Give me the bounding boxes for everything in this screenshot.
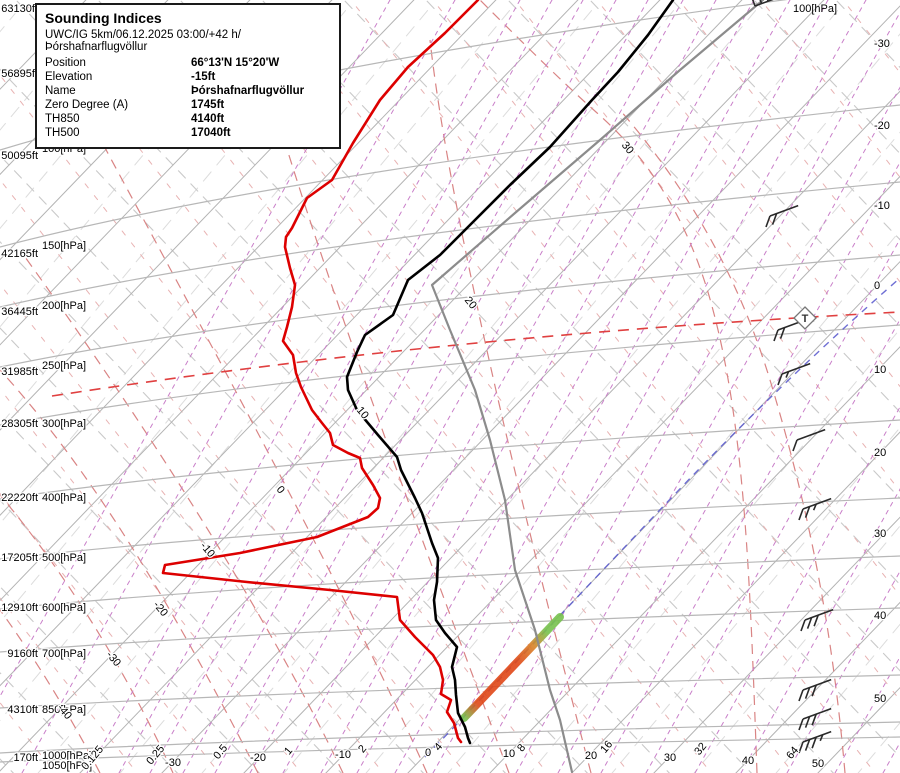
- altitude-label: 36445ft: [1, 306, 38, 318]
- isotherm-label-bottom: 0: [425, 747, 431, 759]
- altitude-label: 63130ft: [1, 3, 38, 15]
- isotherm-label-bottom: -10: [335, 749, 351, 761]
- altitude-label: 28305ft: [1, 418, 38, 430]
- altitude-label: 170ft: [14, 752, 38, 764]
- pressure-label: 150[hPa]: [42, 240, 86, 252]
- mixing-ratio-label: 32: [692, 741, 709, 758]
- isotherm-label-right: 10: [874, 364, 886, 376]
- table-row: TH500 17040ft: [45, 126, 331, 140]
- altitude-label: 42165ft: [1, 248, 38, 260]
- pressure-label: 500[hPa]: [42, 552, 86, 564]
- isotherm-label-bottom: 50: [812, 758, 824, 770]
- moist-adiabat-label: 0: [274, 484, 287, 496]
- tropopause-marker: T: [793, 306, 817, 330]
- row-value: 66°13'N 15°20'W: [191, 57, 280, 69]
- pressure-label: 1000[hPa]: [42, 750, 92, 762]
- box-title: Sounding Indices: [45, 10, 162, 26]
- isotherm-label-right: 40: [874, 610, 886, 622]
- altitude-label: 56895ft: [1, 68, 38, 80]
- moist-adiabat-label: 30: [619, 140, 636, 157]
- pressure-label: 600[hPa]: [42, 602, 86, 614]
- row-value: 4140ft: [191, 113, 225, 125]
- row-value: Þórshafnarflugvöllur: [191, 85, 305, 97]
- pressure-label: 200[hPa]: [42, 300, 86, 312]
- mixing-ratio-label: 8: [515, 742, 528, 754]
- row-label: Name: [45, 85, 76, 97]
- temperature-curve: [345, 0, 675, 745]
- wind-barb: [765, 204, 799, 228]
- row-label: Elevation: [45, 71, 93, 83]
- altitude-label: 22220ft: [1, 492, 38, 504]
- altitude-label: 17205ft: [1, 552, 38, 564]
- altitude-label: 12910ft: [1, 602, 38, 614]
- row-label: Zero Degree (A): [45, 99, 129, 111]
- table-row: Position 66°13'N 15°20'W: [45, 56, 331, 70]
- row-value: -15ft: [191, 71, 216, 83]
- table-row: Name Þórshafnarflugvöllur: [45, 84, 331, 98]
- pressure-label: 1050[hPa]: [42, 760, 92, 772]
- row-value: 17040ft: [191, 127, 231, 139]
- wind-barb: [777, 362, 811, 386]
- isotherm-label-right: 30: [874, 528, 886, 540]
- pressure-label: 700[hPa]: [42, 648, 86, 660]
- wind-barb: [798, 497, 832, 521]
- isotherm-label-bottom: 30: [664, 752, 676, 764]
- parcel-curve: [430, 0, 765, 773]
- isotherm-label-bottom: -20: [250, 752, 266, 764]
- dewpoint-curve: [161, 0, 480, 744]
- isotherm-label-right: -20: [874, 120, 890, 132]
- wind-barb: [798, 730, 832, 754]
- altitude-label: 4310ft: [7, 704, 38, 716]
- row-label: TH500: [45, 127, 80, 139]
- altitude-label: 50095ft: [1, 150, 38, 162]
- altitude-label: 9160ft: [7, 648, 38, 660]
- table-row: TH850 4140ft: [45, 112, 331, 126]
- wind-barb: [798, 707, 832, 731]
- wind-barb: [798, 678, 832, 702]
- isotherm-label-bottom: -30: [165, 757, 181, 769]
- svg-text:T: T: [802, 313, 809, 325]
- pressure-label-right: 100[hPa]: [793, 3, 837, 15]
- row-label: TH850: [45, 113, 80, 125]
- row-value: 1745ft: [191, 99, 225, 111]
- box-subtitle: UWC/IG 5km/06.12.2025 03:00/+42 h/Þórsha…: [45, 29, 241, 53]
- isotherm-label-right: 0: [874, 280, 880, 292]
- pressure-label: 300[hPa]: [42, 418, 86, 430]
- table-row: Zero Degree (A) 1745ft: [45, 98, 331, 112]
- isotherm-label-right: 50: [874, 693, 886, 705]
- wind-barb: [792, 428, 826, 452]
- isotherm-label-right: 20: [874, 447, 886, 459]
- altitude-label: 31985ft: [1, 366, 38, 378]
- moist-adiabat-label: -20: [151, 599, 170, 619]
- pressure-label: 250[hPa]: [42, 360, 86, 372]
- mixing-ratio-label: 16: [598, 739, 615, 756]
- moist-adiabat-label: -30: [104, 649, 123, 669]
- row-label: Position: [45, 57, 86, 69]
- isotherm-label-bottom: 20: [585, 750, 597, 762]
- sounding-indices-box: Sounding Indices UWC/IG 5km/06.12.2025 0…: [35, 3, 341, 149]
- isotherm-label-right: -30: [874, 38, 890, 50]
- pressure-label: 400[hPa]: [42, 492, 86, 504]
- mixing-ratio-label: 64: [784, 745, 801, 762]
- wind-barb: [800, 608, 834, 632]
- isotherm-label-bottom: 40: [742, 755, 754, 767]
- pressure-label: 850[hPa]: [42, 704, 86, 716]
- isotherm-label-bottom: 10: [503, 748, 515, 760]
- wind-barb: [751, 0, 774, 7]
- indices-table: Position 66°13'N 15°20'W Elevation -15ft…: [45, 56, 331, 140]
- table-row: Elevation -15ft: [45, 70, 331, 84]
- isotherm-label-right: -10: [874, 200, 890, 212]
